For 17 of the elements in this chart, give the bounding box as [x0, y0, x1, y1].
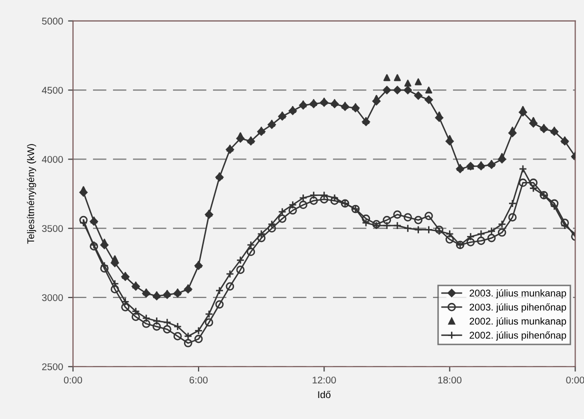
y-tick-label: 4000	[42, 156, 63, 163]
x-tick-label: 0:00	[566, 376, 584, 384]
x-tick-label: 18:00	[438, 376, 462, 384]
x-axis-title: Idő	[318, 390, 330, 398]
y-tick-label: 5000	[42, 18, 63, 25]
y-tick-label: 4500	[42, 86, 63, 94]
legend-label: 2003. július pihenőnap	[470, 303, 566, 313]
y-axis-title: Teljesítményigény (kW)	[26, 144, 36, 244]
legend-label: 2003. július munkanap	[470, 289, 566, 298]
x-tick-label: 12:00	[312, 376, 336, 384]
y-tick-label: 3000	[42, 294, 63, 302]
x-tick-label: 6:00	[190, 376, 208, 384]
x-tick-label: 0:00	[64, 376, 82, 384]
y-tick-label: 3500	[42, 225, 63, 232]
legend-label: 2002. július pihenőnap	[470, 331, 566, 341]
legend-label: 2002. július munkanap	[470, 317, 566, 327]
y-tick-label: 2500	[42, 363, 63, 370]
